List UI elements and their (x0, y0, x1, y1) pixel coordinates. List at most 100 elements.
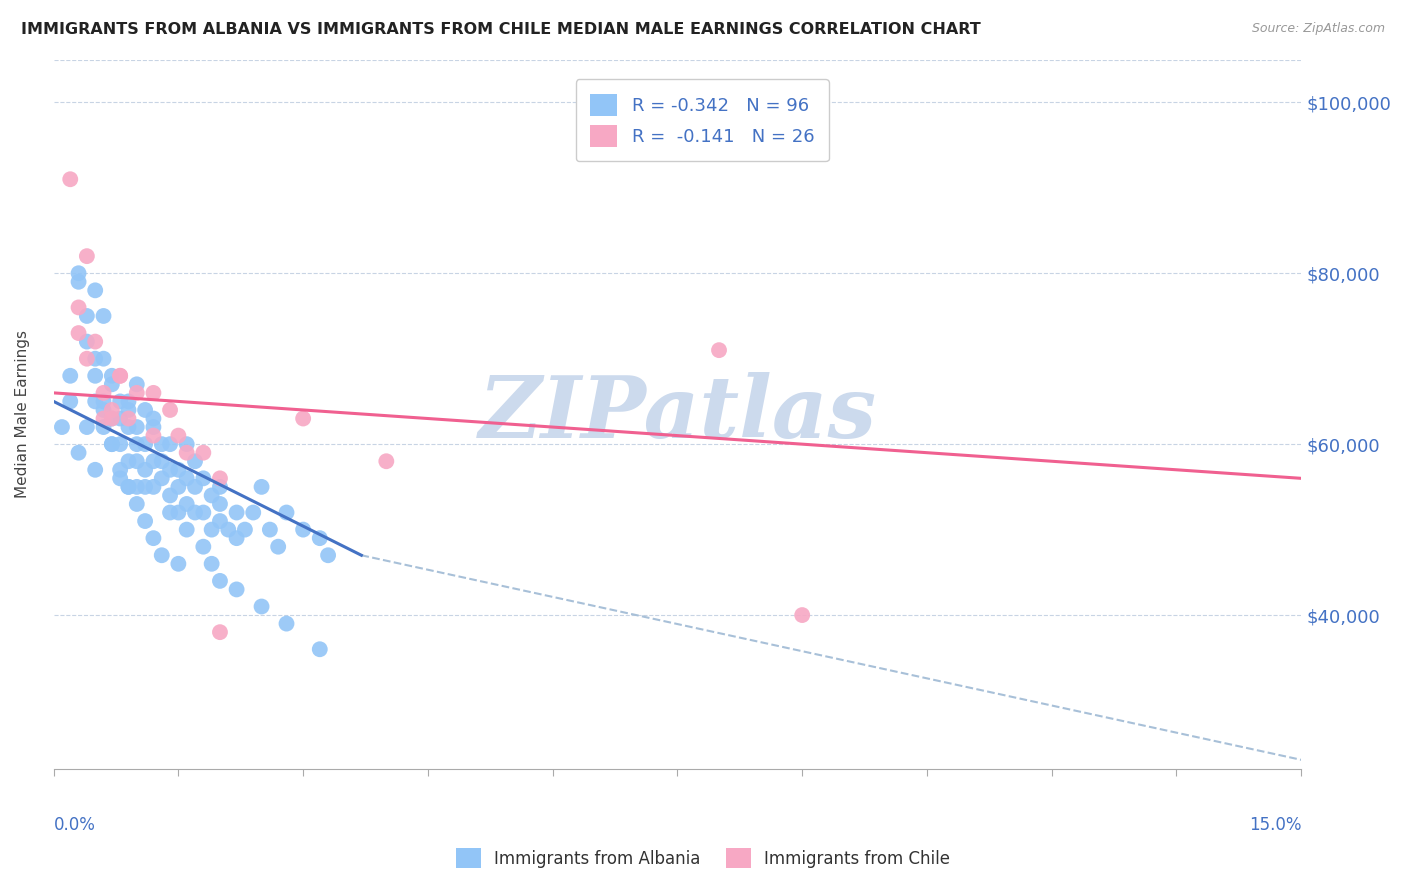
Point (67, 446, 90, 460)
Point (176, 471, 198, 485)
Point (201, 557, 224, 571)
Point (292, 411, 315, 425)
Point (125, 497, 148, 511)
Point (150, 548, 173, 562)
Point (208, 514, 231, 528)
Point (142, 480, 165, 494)
Point (276, 616, 298, 631)
Point (125, 437, 148, 451)
Point (134, 463, 156, 477)
Point (142, 428, 165, 442)
Point (792, 608, 814, 623)
Point (67, 301, 90, 315)
Point (292, 523, 315, 537)
Text: 0.0%: 0.0% (53, 816, 96, 834)
Point (134, 403, 156, 417)
Point (67, 275, 90, 289)
Point (316, 548, 339, 562)
Point (101, 437, 124, 451)
Point (59, 172, 82, 186)
Point (93, 411, 115, 425)
Point (217, 523, 239, 537)
Point (84, 283, 107, 297)
Point (225, 506, 247, 520)
Point (159, 463, 181, 477)
Point (117, 420, 139, 434)
Point (51, 420, 73, 434)
Point (108, 437, 131, 451)
Point (117, 403, 139, 417)
Point (159, 403, 181, 417)
Point (176, 446, 198, 460)
Point (93, 385, 115, 400)
Point (67, 266, 90, 280)
Point (101, 377, 124, 392)
Point (225, 582, 247, 597)
Point (101, 411, 124, 425)
Point (108, 368, 131, 383)
Point (101, 437, 124, 451)
Point (93, 403, 115, 417)
Point (276, 506, 298, 520)
Point (142, 531, 165, 545)
Point (142, 411, 165, 425)
Point (93, 351, 115, 366)
Point (76, 334, 98, 349)
Text: IMMIGRANTS FROM ALBANIA VS IMMIGRANTS FROM CHILE MEDIAN MALE EARNINGS CORRELATIO: IMMIGRANTS FROM ALBANIA VS IMMIGRANTS FR… (21, 22, 981, 37)
Point (108, 394, 131, 409)
Point (208, 497, 231, 511)
Point (93, 420, 115, 434)
Point (707, 343, 730, 358)
Point (117, 394, 139, 409)
Point (193, 471, 215, 485)
Point (108, 368, 131, 383)
Point (176, 497, 198, 511)
Point (201, 523, 224, 537)
Point (134, 514, 156, 528)
Point (117, 411, 139, 425)
Point (117, 480, 139, 494)
Point (150, 454, 173, 468)
Point (208, 471, 231, 485)
Point (176, 437, 198, 451)
Point (167, 463, 190, 477)
Point (250, 599, 273, 614)
Point (233, 523, 256, 537)
Point (134, 437, 156, 451)
Point (125, 480, 148, 494)
Point (59, 394, 82, 409)
Point (242, 506, 264, 520)
Point (108, 411, 131, 425)
Point (84, 368, 107, 383)
Point (167, 480, 190, 494)
Point (225, 531, 247, 545)
Point (67, 326, 90, 340)
Point (93, 394, 115, 409)
Point (184, 480, 207, 494)
Point (108, 471, 131, 485)
Point (108, 463, 131, 477)
Point (142, 420, 165, 434)
Point (84, 394, 107, 409)
Point (159, 506, 181, 520)
Legend: R = -0.342   N = 96, R =  -0.141   N = 26: R = -0.342 N = 96, R = -0.141 N = 26 (576, 79, 830, 161)
Point (208, 480, 231, 494)
Point (201, 488, 224, 502)
Point (142, 385, 165, 400)
Point (193, 540, 215, 554)
Point (76, 249, 98, 263)
Point (125, 420, 148, 434)
Point (125, 385, 148, 400)
Point (159, 488, 181, 502)
Point (184, 454, 207, 468)
Point (208, 574, 231, 588)
Point (159, 437, 181, 451)
Point (125, 454, 148, 468)
Point (125, 377, 148, 392)
Point (308, 642, 330, 657)
Point (142, 454, 165, 468)
Point (167, 506, 190, 520)
Point (308, 531, 330, 545)
Point (76, 420, 98, 434)
Point (76, 351, 98, 366)
